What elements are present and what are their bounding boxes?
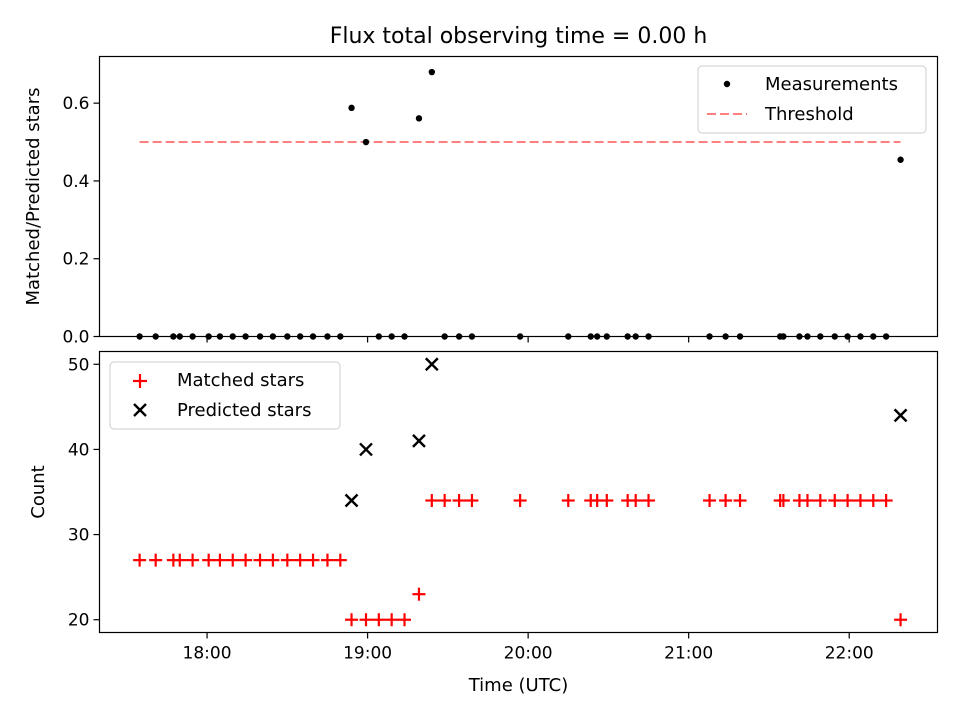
matched-star-point <box>202 553 216 567</box>
legend-matched-marker <box>133 374 147 388</box>
matched-star-point <box>280 553 294 567</box>
predicted-star-point <box>359 442 373 457</box>
bottom-legend: Matched stars Predicted stars <box>109 361 341 430</box>
matched-star-point <box>266 553 280 567</box>
matched-star-point <box>733 494 747 508</box>
top-y-ticks: 0.0 0.2 0.4 0.6 <box>62 94 100 348</box>
top-y-tick-label: 0.0 <box>62 328 89 348</box>
matched-star-point <box>629 494 643 508</box>
matched-star-point <box>894 613 908 627</box>
legend-measurements-marker <box>723 80 731 88</box>
matched-star-point <box>398 613 412 627</box>
predicted-star-point <box>893 408 908 423</box>
bottom-panel: Count Time (UTC) 20 30 40 50 18:00 19:00 20:0… <box>28 350 939 696</box>
top-y-tick-label: 0.6 <box>62 94 89 114</box>
top-legend: Measurements Threshold <box>697 65 927 134</box>
matched-star-point <box>333 553 347 567</box>
matched-star-point <box>800 494 814 508</box>
bottom-x-axis-label: Time (UTC) <box>468 675 569 696</box>
matched-star-point <box>412 587 426 601</box>
bottom-y-axis-label: Count <box>28 465 49 518</box>
top-y-tick-label: 0.4 <box>62 172 89 192</box>
matched-star-point <box>425 494 439 508</box>
matched-star-point <box>133 553 147 567</box>
legend-threshold-label: Threshold <box>764 104 854 125</box>
matched-star-point <box>879 494 893 508</box>
legend-predicted-label: Predicted stars <box>177 400 311 421</box>
bottom-axes-frame <box>98 350 939 634</box>
matched-star-point <box>853 494 867 508</box>
measurement-point <box>362 138 370 146</box>
bottom-x-tick-label: 21:00 <box>664 644 713 664</box>
matched-star-point <box>320 553 334 567</box>
matched-star-point <box>452 494 466 508</box>
predicted-star-point <box>424 357 439 372</box>
matched-star-point <box>703 494 717 508</box>
matched-star-point <box>828 494 842 508</box>
top-y-tick-label: 0.2 <box>62 250 89 270</box>
top-chart-title: Flux total observing time = 0.00 h <box>330 24 708 49</box>
matched-star-point <box>513 494 527 508</box>
bottom-x-tick-label: 20:00 <box>504 644 553 664</box>
top-x-tick-marks <box>206 336 850 343</box>
predicted-star-point <box>412 434 426 448</box>
bottom-y-tick-label: 30 <box>68 526 90 546</box>
matched-star-point <box>213 553 227 567</box>
legend-measurements-label: Measurements <box>765 74 898 95</box>
bottom-y-ticks: 20 30 40 50 <box>68 355 100 631</box>
legend-predicted-marker <box>133 403 147 417</box>
bottom-x-tick-label: 22:00 <box>825 644 874 664</box>
measurement-point <box>415 115 423 122</box>
bottom-y-tick-label: 20 <box>68 611 90 631</box>
matched-star-point <box>293 553 307 567</box>
matched-star-point <box>345 613 359 627</box>
measurement-point <box>428 68 436 76</box>
matched-star-point <box>253 553 267 567</box>
matched-star-point <box>359 613 373 627</box>
matched-star-point <box>149 553 163 567</box>
bottom-x-ticks: 18:00 19:00 20:00 21:00 22:00 <box>183 632 874 664</box>
predicted-star-point <box>344 493 359 508</box>
matched-star-point <box>813 494 827 508</box>
measurement-point <box>348 104 355 112</box>
bottom-y-tick-label: 40 <box>68 440 90 460</box>
matched-star-point <box>465 494 479 508</box>
top-axes-frame <box>98 55 939 338</box>
top-panel: Flux total observing time = 0.00 h Match… <box>23 24 939 348</box>
matched-star-point <box>226 553 240 567</box>
top-y-axis-label: Matched/Predicted stars <box>23 88 44 306</box>
matched-star-point <box>239 553 253 567</box>
matched-star-point <box>186 553 200 567</box>
matched-star-point <box>776 494 790 508</box>
bottom-y-tick-label: 50 <box>68 355 90 375</box>
matched-star-point <box>866 494 880 508</box>
legend-matched-label: Matched stars <box>177 370 304 391</box>
matched-star-point <box>438 494 452 508</box>
matched-star-point <box>561 494 575 508</box>
matched-star-point <box>719 494 733 508</box>
matched-star-point <box>372 613 386 627</box>
matched-star-point <box>642 494 656 508</box>
matched-star-point <box>600 494 614 508</box>
measurement-point <box>897 156 904 163</box>
matched-star-point <box>173 553 187 567</box>
matched-star-point <box>385 613 399 627</box>
bottom-x-tick-label: 18:00 <box>183 644 232 664</box>
matched-star-point <box>841 494 855 508</box>
bottom-x-tick-label: 19:00 <box>343 644 392 664</box>
matched-star-point <box>306 553 320 567</box>
bottom-legend-box <box>109 361 341 430</box>
top-legend-box <box>697 65 927 134</box>
bottom-plot-area <box>133 357 908 627</box>
